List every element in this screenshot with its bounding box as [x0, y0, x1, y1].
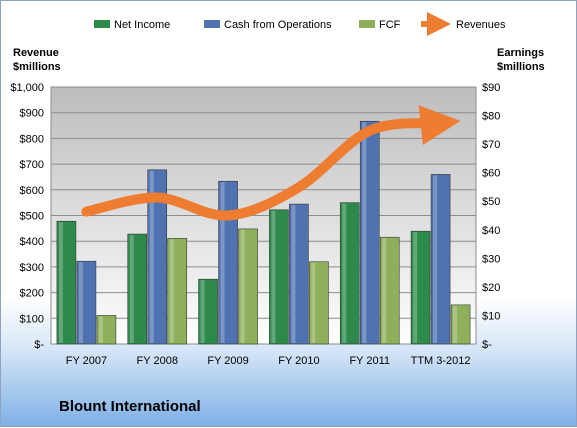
left-tick-label: $800: [20, 133, 44, 145]
legend-label-net-income: Net Income: [114, 19, 170, 31]
bar-highlight: [342, 204, 346, 343]
left-tick-label: $-: [34, 339, 44, 351]
bar-highlight: [99, 316, 103, 343]
bar-highlight: [413, 232, 417, 343]
left-tick-label: $1,000: [10, 82, 44, 94]
bar-highlight: [433, 175, 437, 343]
left-tick-label: $300: [20, 262, 44, 274]
legend-label-cash-from-operations: Cash from Operations: [224, 19, 332, 31]
left-tick-label: $500: [20, 211, 44, 223]
left-tick-label: $600: [20, 185, 44, 197]
right-tick-label: $60: [482, 168, 500, 180]
bar-highlight: [241, 230, 245, 343]
right-tick-label: $10: [482, 310, 500, 322]
right-tick-label: $50: [482, 196, 500, 208]
x-tick-label: FY 2011: [349, 355, 390, 367]
bar-highlight: [170, 239, 174, 343]
bar-highlight: [311, 263, 315, 343]
left-tick-label: $700: [20, 159, 44, 171]
bar-highlight: [130, 235, 134, 343]
right-axis: $- $10 $20 $30 $40 $50 $60 $70 $80 $90: [482, 82, 500, 351]
bar-highlight: [453, 306, 457, 343]
x-tick-label: FY 2009: [207, 355, 248, 367]
x-axis: FY 2007 FY 2008 FY 2009 FY 2010 FY 2011 TTM 3…: [66, 355, 471, 367]
right-tick-label: $40: [482, 225, 500, 237]
bar-highlight: [291, 205, 295, 343]
right-tick-label: $80: [482, 111, 500, 123]
right-tick-label: $30: [482, 253, 500, 265]
right-tick-label: $90: [482, 82, 500, 94]
x-tick-label: FY 2010: [278, 355, 319, 367]
bar-highlight: [79, 262, 83, 343]
left-axis: $- $100 $200 $300 $400 $500 $600 $700 $800 $900 $1…: [10, 82, 44, 351]
left-tick-label: $900: [20, 108, 44, 120]
bar-highlight: [59, 222, 63, 343]
x-tick-label: FY 2007: [66, 355, 107, 367]
legend-swatch-net-income: [94, 20, 110, 28]
legend-label-revenues: Revenues: [456, 19, 506, 31]
left-tick-label: $200: [20, 288, 44, 300]
bar-highlight: [201, 280, 205, 343]
left-axis-title-line1: Revenue: [13, 47, 59, 59]
legend-swatch-fcf: [359, 20, 375, 28]
bar-highlight: [271, 211, 275, 343]
legend-swatch-cash-from-operations: [204, 20, 220, 28]
right-tick-label: $70: [482, 139, 500, 151]
left-axis-title-line2: $millions: [13, 61, 61, 73]
bar-highlight: [362, 122, 366, 343]
right-axis-title-line1: Earnings: [497, 47, 544, 59]
company-name: Blount International: [59, 398, 201, 415]
left-tick-label: $100: [20, 313, 44, 325]
legend: Net Income Cash from Operations FCF Reve…: [94, 19, 506, 31]
x-tick-label: FY 2008: [137, 355, 178, 367]
right-tick-label: $20: [482, 282, 500, 294]
bar-highlight: [221, 182, 225, 343]
x-tick-label: TTM 3-2012: [411, 355, 471, 367]
right-tick-label: $-: [482, 339, 492, 351]
right-axis-title-line2: $millions: [497, 61, 545, 73]
bar-highlight: [382, 238, 386, 343]
legend-label-fcf: FCF: [379, 19, 401, 31]
left-tick-label: $400: [20, 236, 44, 248]
